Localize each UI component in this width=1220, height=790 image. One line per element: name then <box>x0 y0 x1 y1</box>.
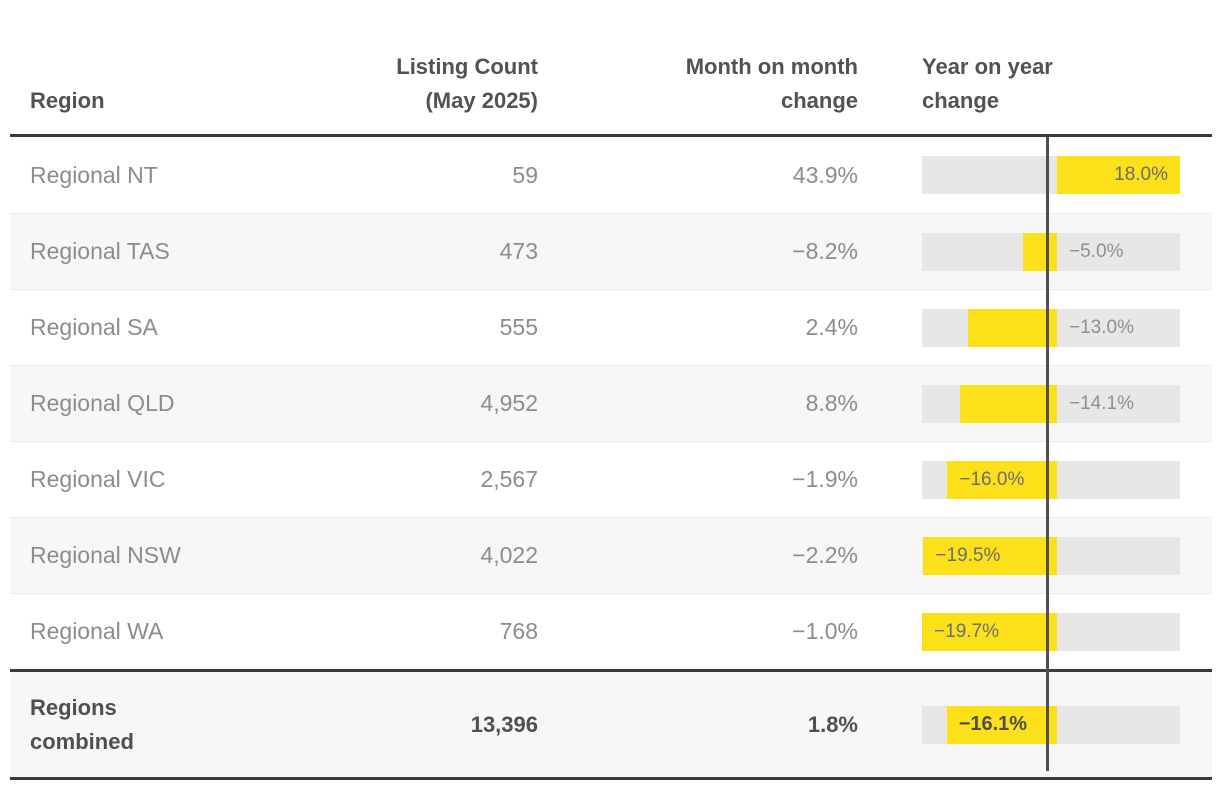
yoy-bar-track: −16.0% <box>922 460 1180 499</box>
total-region-cell: Regions combined <box>30 694 134 754</box>
yoy-bar-track: 18.0% <box>922 156 1180 194</box>
yoy-bar-track: −19.5% <box>922 536 1180 575</box>
yoy-bar-label: −16.0% <box>959 468 1025 490</box>
column-header-mom-change: Month on month change <box>538 50 858 134</box>
column-header-yoy-line2: change <box>922 88 1000 113</box>
yoy-bar-label: 18.0% <box>1114 164 1168 185</box>
region-cell: Regional QLD <box>30 390 175 416</box>
yoy-bar-cell: −19.7% <box>922 594 1180 669</box>
yoy-bar-label: −5.0% <box>1069 240 1124 262</box>
table-total-row: Regions combined 13,396 1.8% −16.1% <box>10 669 1212 780</box>
column-header-region: Region <box>30 88 105 113</box>
yoy-bar-track: −19.7% <box>922 612 1180 651</box>
mom-change-cell: −1.0% <box>792 618 858 644</box>
column-header-yoy-change: Year on year change <box>922 50 1180 134</box>
listing-count-cell: 2,567 <box>480 466 538 492</box>
column-header-mom-line2: change <box>780 88 858 113</box>
total-yoy-bar-cell: −16.1% <box>922 672 1180 777</box>
yoy-bar <box>960 384 1057 423</box>
listing-count-cell: 59 <box>512 161 538 188</box>
yoy-bar-track: −13.0% <box>922 308 1180 347</box>
region-cell: Regional NSW <box>30 542 181 568</box>
yoy-bar-label: −16.1% <box>958 713 1028 735</box>
region-cell: Regional VIC <box>30 466 166 492</box>
yoy-bar-label: −19.7% <box>934 620 1000 642</box>
yoy-bar <box>1022 232 1057 271</box>
listing-count-cell: 4,022 <box>480 542 538 568</box>
region-cell: Regional SA <box>30 314 158 340</box>
region-cell: Regional WA <box>30 618 164 644</box>
yoy-bar <box>967 308 1057 347</box>
yoy-bar <box>946 705 1057 744</box>
region-cell: Regional TAS <box>30 238 170 264</box>
yoy-bar <box>947 460 1057 499</box>
yoy-bar-label: −14.1% <box>1069 392 1134 414</box>
column-header-listing-count-line1: Listing Count <box>396 54 538 79</box>
table-row: Regional WA 768 −1.0% −19.7% <box>10 593 1212 669</box>
yoy-bar <box>923 536 1057 575</box>
table-row: Regional QLD 4,952 8.8% −14.1% <box>10 365 1212 441</box>
yoy-bar-cell: −14.1% <box>922 366 1180 441</box>
mom-change-cell: 2.4% <box>805 314 858 340</box>
listing-count-cell: 473 <box>499 238 538 264</box>
table-row: Regional NT 59 43.9% 18.0% <box>10 137 1212 213</box>
column-header-listing-count-line2: (May 2025) <box>425 88 538 113</box>
mom-change-cell: 8.8% <box>805 390 858 416</box>
column-header-mom-line1: Month on month <box>685 54 858 79</box>
column-header-yoy-line1: Year on year <box>922 54 1053 79</box>
mom-change-cell: −2.2% <box>792 542 858 568</box>
table-row: Regional VIC 2,567 −1.9% −16.0% <box>10 441 1212 517</box>
total-listing-count-cell: 13,396 <box>470 711 538 737</box>
yoy-bar-track: −5.0% <box>922 232 1180 271</box>
yoy-bar <box>922 612 1057 651</box>
yoy-bar-cell: −16.0% <box>922 442 1180 517</box>
total-mom-change-cell: 1.8% <box>807 711 858 737</box>
region-cell: Regional NT <box>30 161 158 188</box>
table-row: Regional TAS 473 −8.2% −5.0% <box>10 213 1212 289</box>
mom-change-cell: 43.9% <box>792 161 858 188</box>
regional-listings-table: Region Listing Count (May 2025) Month on… <box>10 0 1212 780</box>
yoy-bar <box>1057 156 1180 194</box>
column-header-listing-count: Listing Count (May 2025) <box>330 50 538 134</box>
listing-count-cell: 555 <box>499 314 538 340</box>
table-header-row: Region Listing Count (May 2025) Month on… <box>10 0 1212 137</box>
table-row: Regional NSW 4,022 −2.2% −19.5% <box>10 517 1212 593</box>
yoy-bar-cell: −5.0% <box>922 214 1180 289</box>
yoy-bar-track: −14.1% <box>922 384 1180 423</box>
listing-count-cell: 768 <box>499 618 538 644</box>
mom-change-cell: −1.9% <box>792 466 858 492</box>
yoy-bar-track: −16.1% <box>922 705 1180 744</box>
yoy-bar-cell: −19.5% <box>922 518 1180 593</box>
yoy-zero-axis-line <box>1046 137 1049 771</box>
listing-count-cell: 4,952 <box>480 390 538 416</box>
yoy-bar-label: −19.5% <box>935 544 1001 566</box>
yoy-bar-label: −13.0% <box>1069 316 1134 338</box>
table-row: Regional SA 555 2.4% −13.0% <box>10 289 1212 365</box>
yoy-bar-cell: 18.0% <box>922 137 1180 213</box>
yoy-bar-cell: −13.0% <box>922 290 1180 365</box>
mom-change-cell: −8.2% <box>792 238 858 264</box>
